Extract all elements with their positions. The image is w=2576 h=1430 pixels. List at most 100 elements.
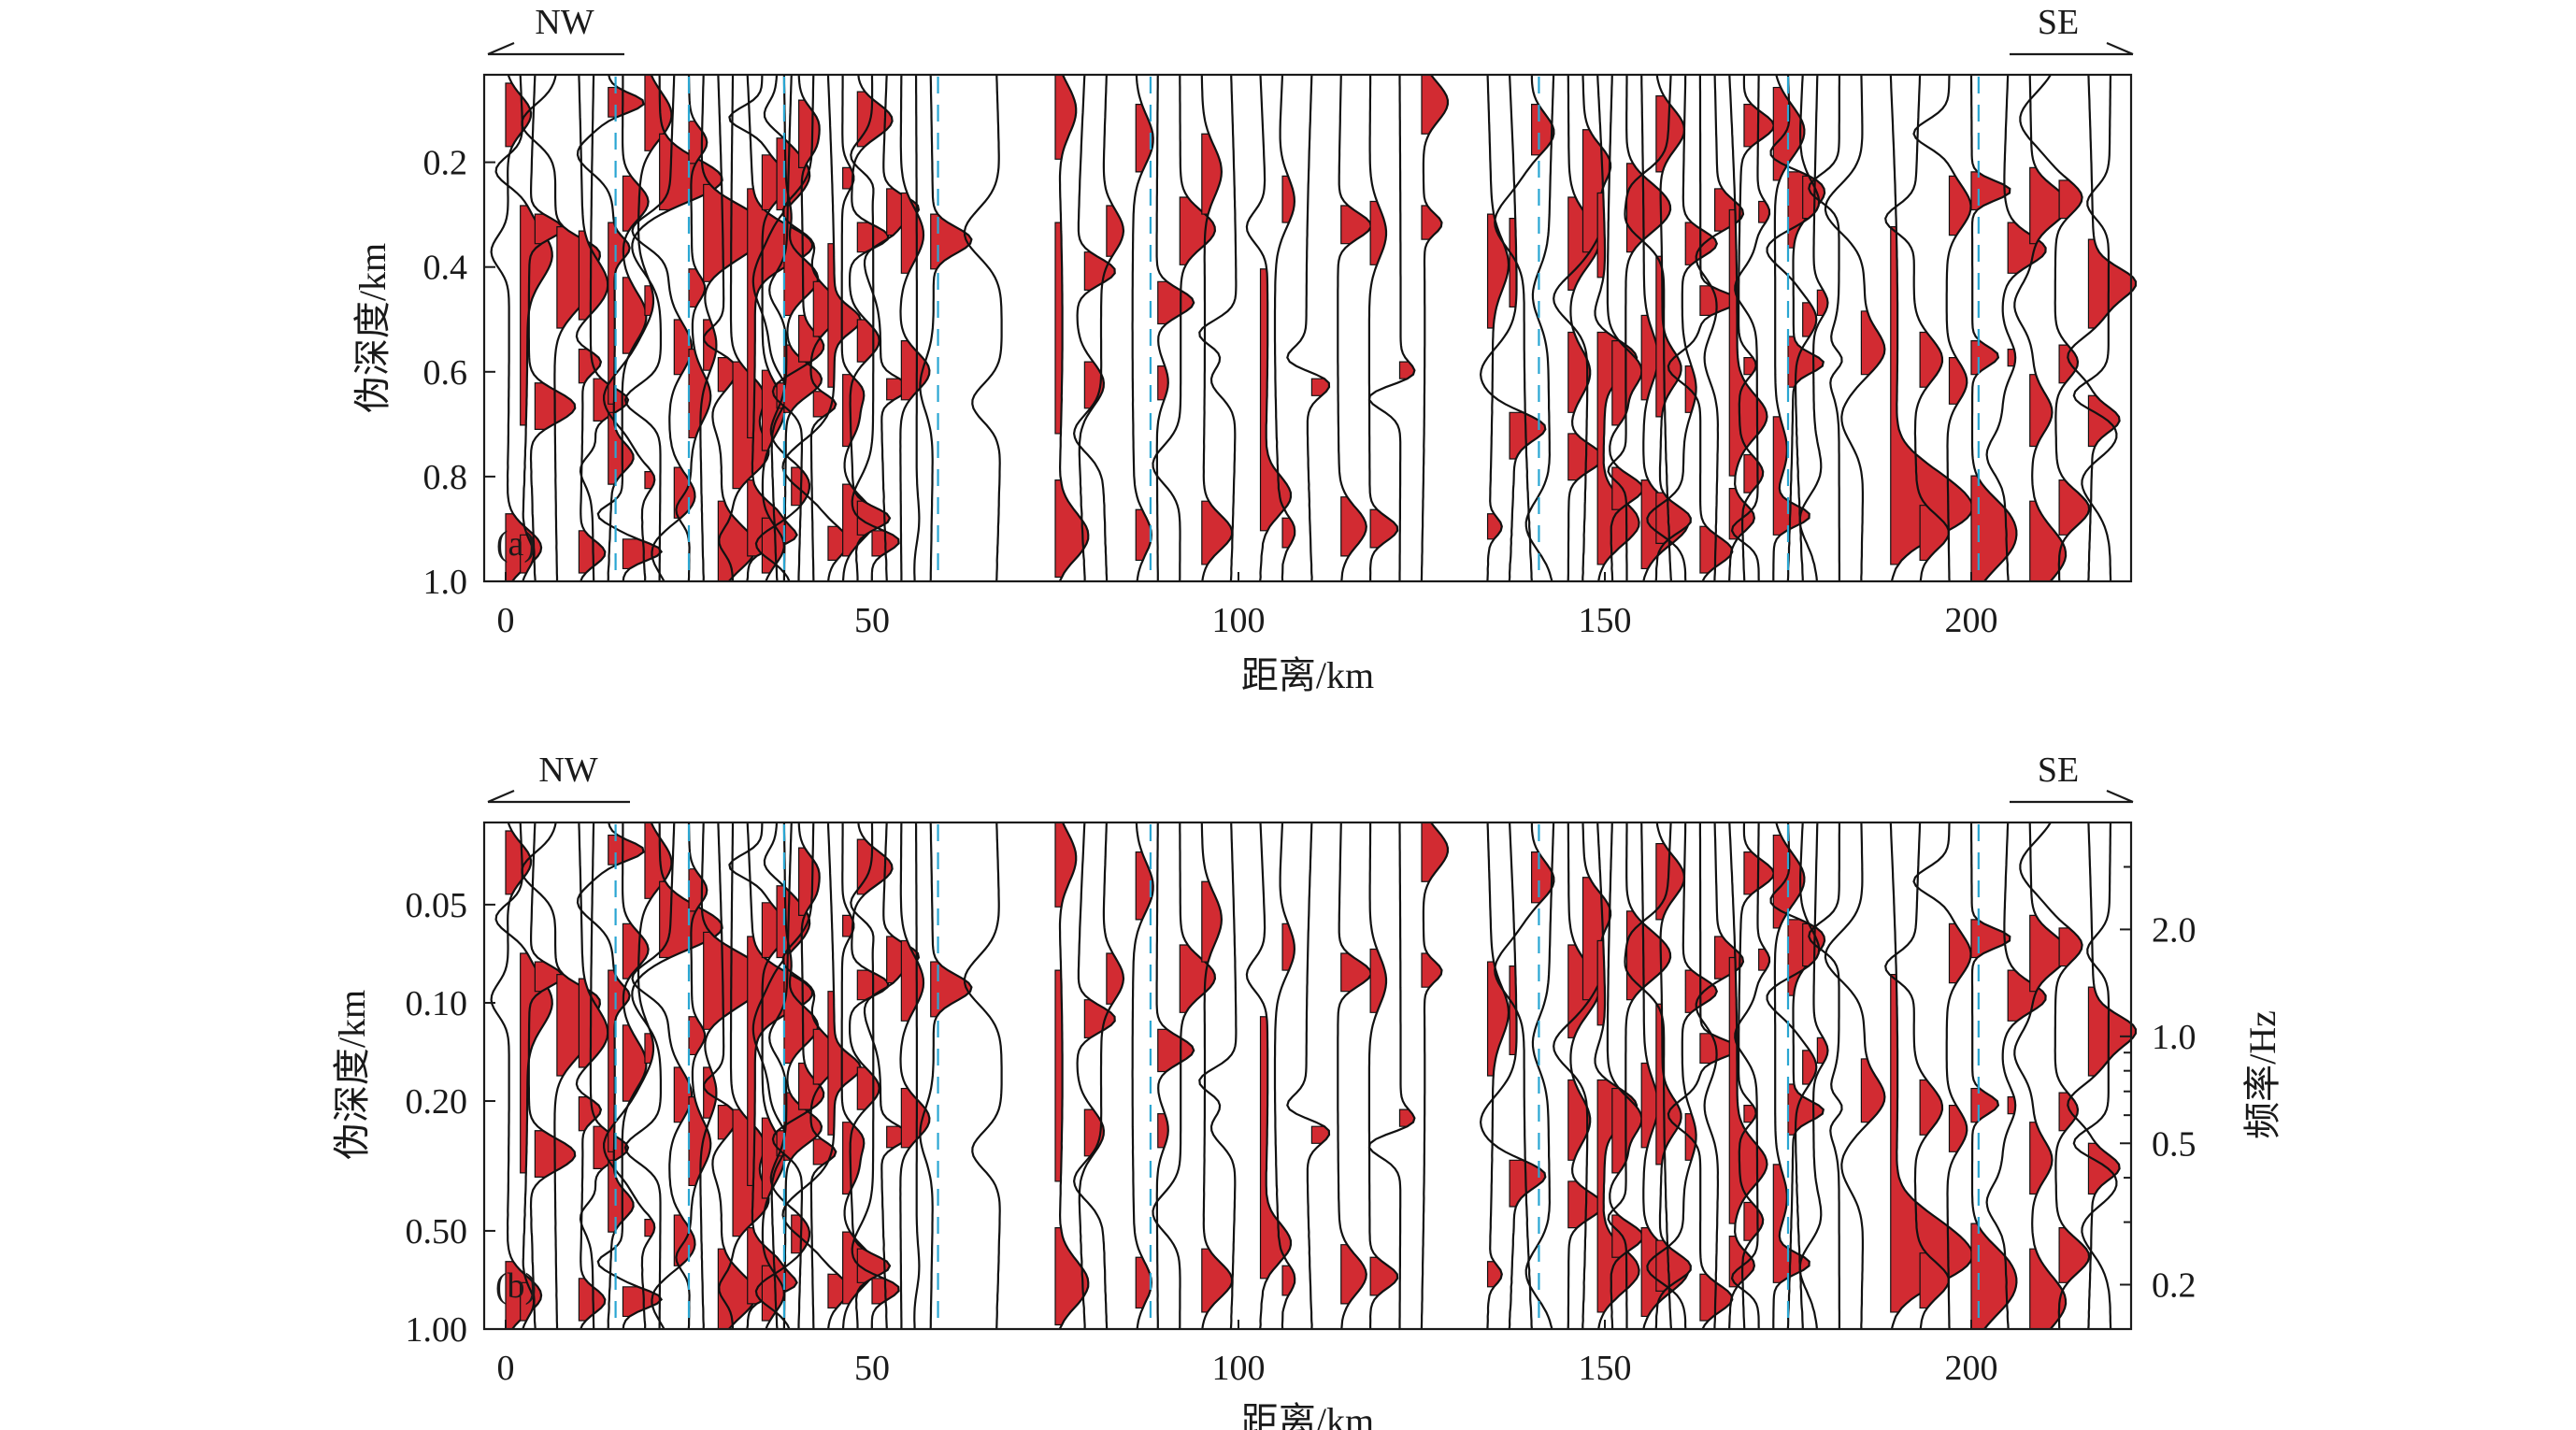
positive-amplitude-fill [2058,927,2083,967]
panel-b-nw-label: NW [538,751,597,790]
receiver-function-trace [771,822,825,1329]
positive-amplitude-fill [1369,948,1387,1013]
x-tick-label: 0 [497,1349,515,1388]
receiver-function-trace [1131,74,1154,582]
receiver-function-trace [863,822,921,1330]
positive-amplitude-fill [578,978,608,1068]
receiver-function-trace [840,822,877,1330]
panel-a-y-ticks: 0.2 0.4 0.6 0.8 1.0 [423,144,495,602]
receiver-function-trace [1884,74,1951,582]
y-tick-label: 1.00 [406,1310,468,1350]
receiver-function-trace [1273,74,1296,582]
receiver-function-trace [2072,74,2118,582]
receiver-function-trace [1131,822,1154,1330]
receiver-function-trace [1646,822,1718,1330]
positive-amplitude-fill [1581,877,1611,1001]
positive-amplitude-fill [1948,1104,1968,1152]
receiver-function-trace [1058,74,1090,582]
positive-amplitude-fill [1106,205,1124,257]
receiver-function-trace [1072,822,1125,1330]
receiver-function-trace [718,75,770,582]
receiver-function-trace [1245,74,1293,582]
receiver-function-trace [963,822,1003,1330]
receiver-function-trace [1667,75,1739,582]
y-tick-label: 0.2 [423,144,468,183]
receiver-function-trace [1808,75,1843,581]
receiver-function-trace [631,74,696,582]
y-tick-label: 0.10 [406,984,468,1023]
panel-a-nw-label: NW [535,3,594,42]
receiver-function-trace [1494,822,1555,1330]
receiver-function-trace [675,822,712,1330]
receiver-function-trace [1667,822,1739,1330]
panel-b: 0 50 100 150 200 0.05 0.10 0.20 0.50 1.00 2.0 1.0… [331,751,2283,1430]
y-tick-label: 0.8 [423,458,468,497]
receiver-function-trace [1646,74,1718,582]
panel-b-label: (b) [495,1266,537,1306]
receiver-function-trace [1076,822,1116,1329]
receiver-function-trace [2072,822,2118,1330]
x-tick-label: 150 [1579,601,1632,640]
receiver-function-trace [521,74,602,581]
x-tick-label: 200 [1945,1349,1998,1388]
receiver-function-trace [1695,74,1745,582]
receiver-function-trace [899,822,931,1329]
receiver-function-trace [702,74,758,582]
receiver-function-trace [1728,822,1768,1330]
receiver-function-trace [1486,74,1510,582]
receiver-function-trace [1738,822,1775,1330]
positive-amplitude-fill [1135,508,1152,562]
receiver-function-trace [576,74,645,582]
panel-b-marker-lines [614,824,1980,1329]
receiver-function-trace [1200,822,1234,1330]
receiver-function-trace [1824,822,1886,1330]
receiver-function-trace [603,74,673,582]
positive-amplitude-fill [930,213,973,270]
panel-a-nw-arrow [487,41,624,56]
x-tick-label: 0 [497,601,515,640]
panel-a-se-label: SE [2038,3,2079,42]
receiver-function-trace [576,822,645,1330]
receiver-function-trace [1152,822,1217,1330]
receiver-function-trace [1969,822,2018,1330]
positive-amplitude-fill [1743,1201,1764,1241]
receiver-function-trace [1798,74,1829,582]
receiver-function-trace [919,74,973,582]
receiver-function-trace [1420,74,1449,582]
y-tick-label: 0.05 [406,886,468,925]
positive-amplitude-fill [1054,822,1077,908]
positive-amplitude-fill [578,348,602,384]
receiver-function-trace [575,74,609,582]
receiver-function-trace [1607,75,1672,581]
receiver-function-trace [1730,75,1771,582]
positive-amplitude-fill [703,1066,718,1119]
panel-a-frame [482,73,2133,583]
positive-amplitude-fill [688,268,706,308]
receiver-function-trace [631,822,696,1330]
receiver-function-trace [1524,822,1555,1330]
positive-amplitude-fill [2058,344,2079,384]
positive-amplitude-fill [1106,952,1124,1005]
panel-b-se-label: SE [2038,751,2079,790]
receiver-function-trace [1969,75,2018,582]
positive-amplitude-fill [1054,74,1077,160]
receiver-function-trace [527,74,577,582]
receiver-function-trace [1607,822,1672,1329]
receiver-function-trace [1730,822,1771,1330]
receiver-function-trace [579,822,630,1330]
y2-tick-label: 0.2 [2152,1266,2197,1306]
receiver-function-trace [1152,75,1217,582]
receiver-function-trace [850,75,900,581]
y2-tick-label: 2.0 [2152,910,2197,950]
positive-amplitude-fill [856,1066,880,1110]
receiver-function-trace [1772,74,1810,581]
receiver-function-trace [2013,822,2070,1330]
receiver-function-trace [1200,74,1234,582]
x-tick-label: 50 [854,1349,890,1388]
receiver-function-trace [1624,822,1673,1330]
receiver-function-trace [1889,822,1974,1330]
positive-amplitude-fill [1728,208,1768,477]
receiver-function-trace [840,75,877,582]
positive-amplitude-fill [1369,200,1387,265]
x-tick-label: 200 [1945,601,1998,640]
